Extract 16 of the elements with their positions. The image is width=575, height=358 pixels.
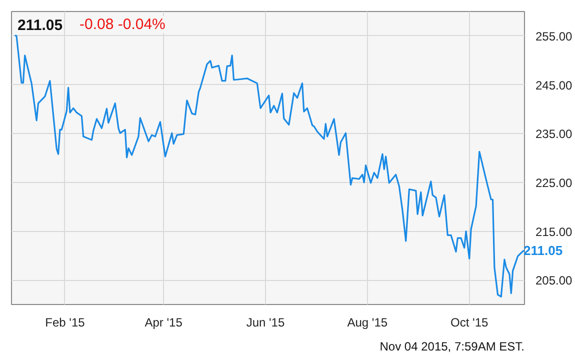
x-tick-label: Feb '15 — [45, 316, 86, 330]
x-tick-label: Aug '15 — [347, 316, 388, 330]
chart-title: 211.05 — [18, 17, 63, 34]
y-tick-label: 205.00 — [536, 274, 573, 288]
y-tick-label: 245.00 — [536, 78, 573, 92]
data-label: 211.05 — [524, 243, 563, 258]
x-tick-label: Apr '15 — [144, 316, 183, 330]
x-tick-label: Jun '15 — [246, 316, 285, 330]
line-series — [14, 34, 524, 298]
y-tick-label: 215.00 — [536, 224, 573, 239]
chart-subtitle: -0.08 -0.04% — [80, 16, 166, 34]
x-tick-label: Oct '15 — [450, 316, 489, 330]
y-tick-label: 225.00 — [536, 176, 573, 190]
y-tick-label: 235.00 — [536, 127, 573, 142]
y-tick-label: 255.00 — [536, 29, 573, 44]
text: Nov 04 2015, 7:59AM EST. — [380, 340, 524, 354]
